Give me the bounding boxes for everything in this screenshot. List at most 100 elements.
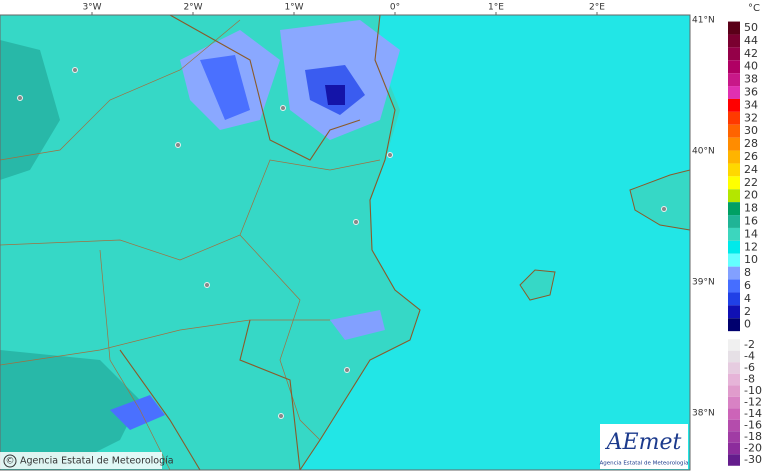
city <box>72 67 78 73</box>
legend-label: -30 <box>744 453 762 466</box>
legend-swatch <box>728 98 740 112</box>
legend-swatch <box>728 202 740 216</box>
legend-swatch <box>728 362 740 374</box>
top-strip <box>0 0 690 15</box>
lat-label: 40°N <box>692 147 715 157</box>
legend: °C 5044424038363432302826242220181614121… <box>728 3 762 466</box>
legend-swatch <box>728 266 740 280</box>
legend-label: 20 <box>744 189 758 202</box>
legend-label: -20 <box>744 442 762 455</box>
ibiza <box>519 269 556 301</box>
cold-core <box>110 395 165 430</box>
city <box>175 142 181 148</box>
legend-swatch <box>728 163 740 177</box>
legend-label: 2 <box>744 305 751 318</box>
legend-label: 42 <box>744 47 758 60</box>
legend-label: -2 <box>744 338 755 351</box>
legend-swatch <box>728 215 740 228</box>
legend-swatch <box>728 396 740 409</box>
longitude-labels: 3°W 2°W 1°W 0° 1°E 2°E <box>82 3 605 15</box>
legend-swatch <box>728 124 740 138</box>
legend-label: -4 <box>744 350 755 363</box>
lon-label: 1°E <box>488 3 504 13</box>
latitude-labels: 41°N 40°N 39°N 38°N <box>692 16 715 419</box>
city <box>353 219 359 225</box>
logo-subtitle: Agencia Estatal de Meteorología <box>600 460 689 467</box>
city <box>661 206 667 212</box>
legend-swatch <box>728 318 740 332</box>
legend-label: 28 <box>744 137 758 150</box>
legend-label: 40 <box>744 60 758 73</box>
legend-swatch <box>728 253 740 267</box>
legend-swatch <box>728 60 740 74</box>
legend-swatch <box>728 373 740 386</box>
legend-label: 44 <box>744 34 758 47</box>
lon-label: 2°E <box>589 3 605 13</box>
legend-label: -18 <box>744 430 762 443</box>
legend-label: 24 <box>744 163 758 176</box>
legend-label: -14 <box>744 407 762 420</box>
cold-area <box>330 310 385 340</box>
legend-label: 12 <box>744 240 758 253</box>
boundaries <box>0 19 381 471</box>
legend-swatch <box>728 34 740 48</box>
credit: Agencia Estatal de Meteorología <box>20 456 174 467</box>
legend-label: -10 <box>744 384 762 397</box>
lon-label: 1°W <box>284 3 303 13</box>
legend-swatch <box>728 431 740 443</box>
lon-label: 2°W <box>183 3 202 13</box>
legend-label: 34 <box>744 98 758 111</box>
legend-label: 18 <box>744 202 758 215</box>
legend-swatch <box>728 73 740 87</box>
legend-label: -16 <box>744 419 762 432</box>
city <box>280 105 286 111</box>
legend-swatch <box>728 86 740 99</box>
copyright-ring <box>3 454 17 468</box>
cold-core <box>200 55 250 120</box>
map <box>0 0 691 471</box>
region-borders <box>119 14 361 471</box>
legend-swatch <box>728 442 740 455</box>
legend-swatch <box>728 137 740 151</box>
legend-label: 50 <box>744 21 758 34</box>
legend-label: 8 <box>744 266 751 279</box>
city <box>278 413 284 419</box>
cold-core <box>325 85 345 105</box>
city <box>387 152 393 158</box>
lon-label: 0° <box>390 3 400 13</box>
copyright: © <box>6 457 15 467</box>
legend-label: 14 <box>744 227 758 240</box>
legend-swatch <box>728 150 740 164</box>
legend-swatch <box>728 189 740 203</box>
warm-area <box>0 350 140 470</box>
lat-label: 39°N <box>692 278 715 288</box>
lat-label: 41°N <box>692 16 715 26</box>
legend-label: 0 <box>744 318 751 331</box>
legend-label: 10 <box>744 253 758 266</box>
legend-swatch <box>728 350 740 363</box>
legend-label: 4 <box>744 292 751 305</box>
frame <box>0 14 691 471</box>
legend-swatch <box>728 454 740 466</box>
city <box>204 282 210 288</box>
logo-bg <box>600 424 688 469</box>
city <box>344 367 350 373</box>
legend-unit: °C <box>748 3 760 14</box>
legend-label: -8 <box>744 373 755 386</box>
legend-label: 38 <box>744 73 758 86</box>
legend-label: -6 <box>744 361 755 374</box>
coastline <box>299 14 421 471</box>
lon-label: 3°W <box>82 3 101 13</box>
legend-swatch <box>728 292 740 306</box>
legend-swatch <box>728 240 740 254</box>
legend-swatch <box>728 47 740 61</box>
logo: AEmet Agencia Estatal de Meteorología <box>600 424 689 469</box>
legend-label: 30 <box>744 124 758 137</box>
legend-swatch <box>728 385 740 397</box>
city <box>17 95 23 101</box>
footer: © Agencia Estatal de Meteorología <box>0 452 174 469</box>
footer-bg <box>0 452 162 469</box>
legend-label: -12 <box>744 396 762 409</box>
legend-label: 6 <box>744 279 751 292</box>
